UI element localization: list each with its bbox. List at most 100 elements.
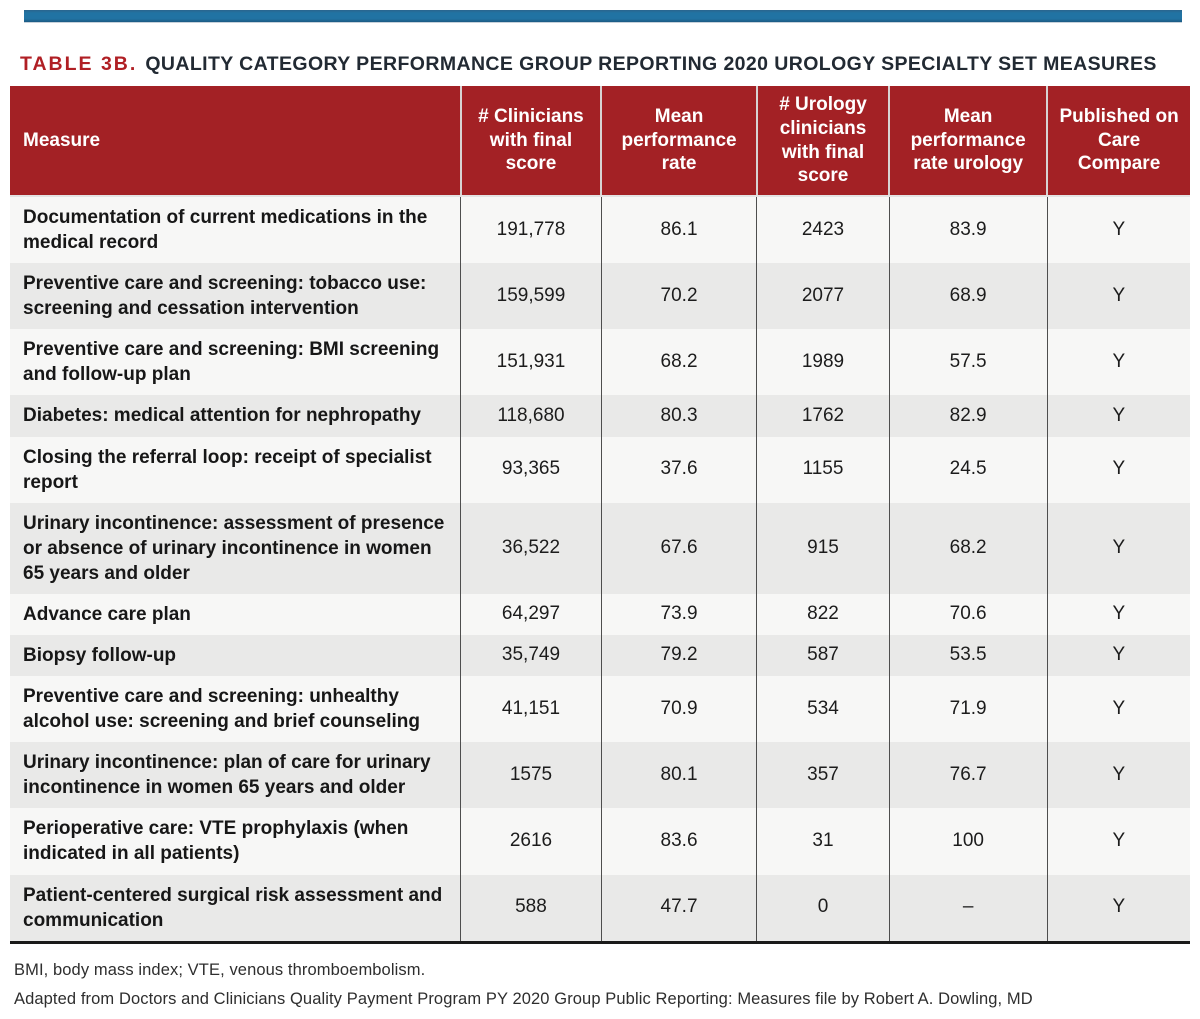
measure-cell: Closing the referral loop: receipt of sp… xyxy=(23,446,432,493)
table-footnotes: BMI, body mass index; VTE, venous thromb… xyxy=(14,956,1200,1014)
value-cell: 47.7 xyxy=(600,874,757,943)
value-cell: 118,680 xyxy=(460,395,602,437)
table-row: Documentation of current medications in … xyxy=(10,196,1190,264)
measure-cell: Documentation of current medications in … xyxy=(23,207,428,254)
value-cell: 2616 xyxy=(460,808,602,875)
measure-cell: Preventive care and screening: unhealthy… xyxy=(23,686,420,733)
value-cell: 1989 xyxy=(756,329,890,396)
value-cell: Y xyxy=(1046,593,1190,636)
table-row: Preventive care and screening: unhealthy… xyxy=(10,676,1190,743)
value-cell: Y xyxy=(1046,808,1190,875)
value-cell: 587 xyxy=(756,635,890,677)
value-cell: 80.1 xyxy=(600,742,757,809)
table-row: Closing the referral loop: receipt of sp… xyxy=(10,436,1190,503)
value-cell: 1762 xyxy=(756,395,890,437)
value-cell: 70.2 xyxy=(600,263,757,330)
measure-cell: Preventive care and screening: BMI scree… xyxy=(23,339,440,386)
value-cell: 80.3 xyxy=(600,395,757,437)
value-cell: 915 xyxy=(756,502,890,594)
value-cell: 64,297 xyxy=(460,593,602,636)
table-row: Urinary incontinence: plan of care for u… xyxy=(10,742,1190,809)
value-cell: 41,151 xyxy=(460,676,602,743)
value-cell: 68.2 xyxy=(888,502,1048,594)
table-row: Biopsy follow-up 35,749 79.2 587 53.5 Y xyxy=(10,635,1190,677)
table-row: Urinary incontinence: assessment of pres… xyxy=(10,502,1190,594)
measure-cell: Patient-centered surgical risk assessmen… xyxy=(23,884,443,931)
value-cell: 83.9 xyxy=(888,196,1048,264)
value-cell: 588 xyxy=(460,874,602,943)
value-cell: 67.6 xyxy=(600,502,757,594)
value-cell: Y xyxy=(1046,676,1190,743)
measure-cell: Urinary incontinence: plan of care for u… xyxy=(23,752,431,799)
value-cell: 57.5 xyxy=(888,329,1048,396)
value-cell: 159,599 xyxy=(460,263,602,330)
column-header-4: Mean performance rate urology xyxy=(888,86,1048,197)
decorative-top-rule xyxy=(24,10,1182,23)
abbreviations-note: BMI, body mass index; VTE, venous thromb… xyxy=(14,960,426,979)
value-cell: 1155 xyxy=(756,436,890,503)
table-number-label: TABLE 3B. xyxy=(20,53,138,75)
value-cell: 93,365 xyxy=(460,436,602,503)
table-row: Advance care plan 64,297 73.9 822 70.6 Y xyxy=(10,593,1190,636)
value-cell: Y xyxy=(1046,874,1190,943)
table-row: Patient-centered surgical risk assessmen… xyxy=(10,874,1190,943)
table-title: TABLE 3B. QUALITY CATEGORY PERFORMANCE GR… xyxy=(20,53,1200,76)
value-cell: 71.9 xyxy=(888,676,1048,743)
table-row: Preventive care and screening: tobacco u… xyxy=(10,263,1190,330)
source-attribution: Adapted from Doctors and Clinicians Qual… xyxy=(14,989,1033,1008)
value-cell: Y xyxy=(1046,742,1190,809)
value-cell: 2077 xyxy=(756,263,890,330)
value-cell: 70.9 xyxy=(600,676,757,743)
value-cell: 37.6 xyxy=(600,436,757,503)
value-cell: 68.9 xyxy=(888,263,1048,330)
value-cell: 35,749 xyxy=(460,635,602,677)
value-cell: 31 xyxy=(756,808,890,875)
measure-cell: Perioperative care: VTE prophylaxis (whe… xyxy=(23,818,409,865)
value-cell: 822 xyxy=(756,593,890,636)
table-body: Documentation of current medications in … xyxy=(10,196,1190,943)
value-cell: 191,778 xyxy=(460,196,602,264)
value-cell: 24.5 xyxy=(888,436,1048,503)
table-header-row: Measure # Clinicians with final score Mean… xyxy=(10,86,1190,197)
value-cell: Y xyxy=(1046,395,1190,437)
value-cell: 73.9 xyxy=(600,593,757,636)
value-cell: 82.9 xyxy=(888,395,1048,437)
value-cell: 86.1 xyxy=(600,196,757,264)
value-cell: Y xyxy=(1046,502,1190,594)
column-header-2: Mean performance rate xyxy=(600,86,757,197)
value-cell: 53.5 xyxy=(888,635,1048,677)
value-cell: 76.7 xyxy=(888,742,1048,809)
value-cell: 1575 xyxy=(460,742,602,809)
measure-cell: Biopsy follow-up xyxy=(23,645,177,667)
value-cell: 0 xyxy=(756,874,890,943)
column-header-3: # Urology clinicians with final score xyxy=(755,86,890,197)
value-cell: 100 xyxy=(888,808,1048,875)
value-cell: 2423 xyxy=(756,196,890,264)
value-cell: 68.2 xyxy=(600,329,757,396)
column-header-1: # Clinicians with final score xyxy=(459,86,602,197)
value-cell: Y xyxy=(1046,635,1190,677)
value-cell: Y xyxy=(1046,263,1190,330)
table-row: Preventive care and screening: BMI scree… xyxy=(10,329,1190,396)
value-cell: Y xyxy=(1046,196,1190,264)
measure-cell: Preventive care and screening: tobacco u… xyxy=(23,273,427,320)
value-cell: 83.6 xyxy=(600,808,757,875)
column-header-0: Measure xyxy=(10,86,461,197)
value-cell: Y xyxy=(1046,436,1190,503)
table-header: Measure # Clinicians with final score Mean… xyxy=(10,86,1190,197)
column-header-5: Published on Care Compare xyxy=(1046,86,1190,197)
table-row: Perioperative care: VTE prophylaxis (whe… xyxy=(10,808,1190,875)
table-row: Diabetes: medical attention for nephropa… xyxy=(10,395,1190,437)
value-cell: 36,522 xyxy=(460,502,602,594)
measure-cell: Urinary incontinence: assessment of pres… xyxy=(23,512,445,584)
measure-cell: Advance care plan xyxy=(23,603,191,625)
measure-cell: Diabetes: medical attention for nephropa… xyxy=(23,405,421,427)
value-cell: 534 xyxy=(756,676,890,743)
measures-table: Measure # Clinicians with final score Mean… xyxy=(10,86,1190,944)
value-cell: 357 xyxy=(756,742,890,809)
value-cell: 79.2 xyxy=(600,635,757,677)
table-title-text: QUALITY CATEGORY PERFORMANCE GROUP REPOR… xyxy=(145,53,1157,75)
value-cell: 70.6 xyxy=(888,593,1048,636)
value-cell: 151,931 xyxy=(460,329,602,396)
value-cell: Y xyxy=(1046,329,1190,396)
